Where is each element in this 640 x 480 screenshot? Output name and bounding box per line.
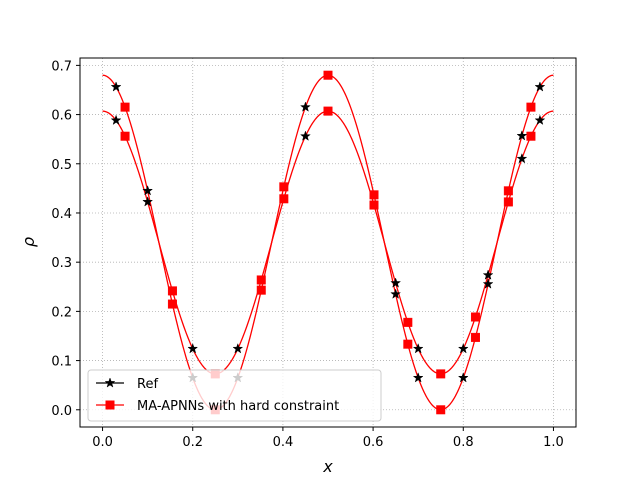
- square-marker: [403, 317, 413, 327]
- square-marker: [279, 194, 289, 204]
- star-marker: [482, 269, 494, 280]
- x-tick-label: 0.0: [92, 435, 113, 450]
- y-tick-label: 0.2: [51, 305, 72, 320]
- x-tick-label: 0.8: [453, 435, 474, 450]
- star-marker: [299, 130, 311, 141]
- legend-square-marker: [105, 400, 115, 410]
- y-tick-label: 0.3: [51, 256, 72, 271]
- star-marker: [482, 278, 494, 289]
- legend-label-ma-apnns: MA-APNNs with hard constraint: [137, 399, 339, 414]
- star-marker: [534, 81, 546, 92]
- star-marker: [142, 196, 154, 207]
- square-marker: [369, 190, 379, 200]
- square-marker: [526, 102, 536, 112]
- legend-marker-ma-apnns: [105, 400, 115, 410]
- x-tick-label: 0.2: [182, 435, 203, 450]
- square-marker: [167, 299, 177, 309]
- star-marker: [412, 372, 424, 383]
- square-marker: [436, 405, 446, 415]
- square-marker: [503, 186, 513, 196]
- star-marker: [110, 114, 122, 126]
- square-marker: [403, 339, 413, 349]
- square-marker: [279, 182, 289, 192]
- square-marker: [503, 197, 513, 207]
- square-marker: [436, 369, 446, 379]
- plot-frame: [79, 57, 577, 428]
- square-marker: [256, 275, 266, 285]
- y-tick-label: 0.1: [51, 355, 72, 370]
- star-marker: [390, 277, 402, 288]
- square-marker: [323, 106, 333, 116]
- star-marker: [299, 101, 311, 112]
- square-marker: [120, 131, 130, 141]
- star-marker: [142, 185, 154, 196]
- star-marker: [187, 343, 199, 354]
- square-marker: [167, 286, 177, 296]
- legend: Ref MA-APNNs with hard constraint: [87, 369, 382, 422]
- legend-marker-ref: [104, 377, 116, 388]
- x-tick-label: 1.0: [543, 435, 564, 450]
- square-marker: [323, 70, 333, 80]
- star-marker: [390, 288, 402, 299]
- legend-star-marker: [104, 377, 116, 388]
- star-marker: [534, 114, 546, 126]
- plot-area: [80, 58, 576, 427]
- square-marker: [526, 131, 536, 141]
- y-tick-label: 0.4: [51, 207, 72, 222]
- star-marker: [457, 372, 469, 383]
- legend-box: [87, 369, 382, 422]
- square-marker: [470, 312, 480, 322]
- x-tick-label: 0.4: [273, 435, 294, 450]
- y-tick-label: 0.6: [51, 109, 72, 124]
- star-marker: [516, 153, 528, 164]
- x-tick-label: 0.6: [363, 435, 384, 450]
- x-axis-label: x: [322, 457, 333, 476]
- square-marker: [256, 285, 266, 295]
- star-marker: [232, 343, 244, 354]
- y-tick-label: 0.5: [51, 158, 72, 173]
- square-marker: [120, 102, 130, 112]
- star-marker: [110, 81, 122, 92]
- y-axis-label: ρ: [19, 237, 38, 247]
- star-marker: [412, 343, 424, 354]
- star-marker: [516, 130, 528, 141]
- star-marker: [457, 343, 469, 354]
- square-marker: [470, 332, 480, 342]
- ticks: 0.0 0.2 0.4 0.6 0.8 1.0 0.0 0.1 0.2 0.3 0.4 0.5 0.6 0…: [51, 59, 563, 450]
- legend-label-ref: Ref: [137, 377, 158, 392]
- square-marker: [369, 200, 379, 210]
- y-tick-label: 0.7: [51, 59, 72, 74]
- y-tick-label: 0.0: [51, 404, 72, 419]
